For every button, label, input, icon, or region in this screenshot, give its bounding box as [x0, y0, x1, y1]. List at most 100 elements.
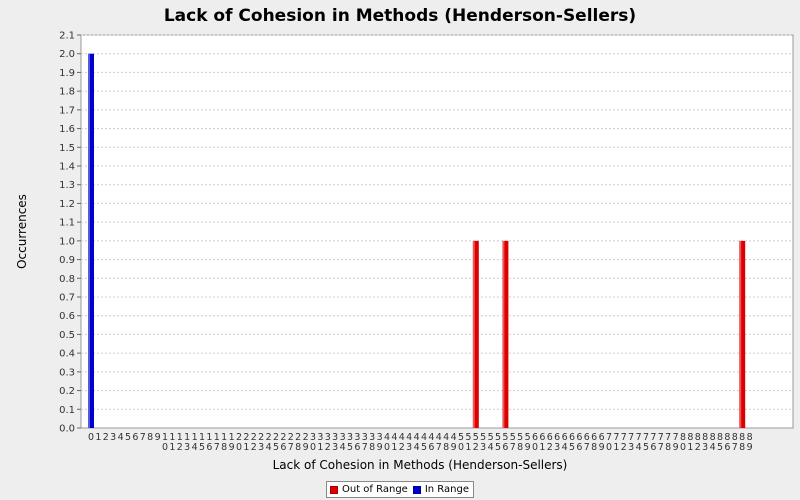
- x-tick-label: 5: [125, 432, 131, 443]
- y-tick-label: 2.1: [59, 31, 75, 42]
- svg-text:7: 7: [658, 442, 664, 453]
- svg-text:3: 3: [332, 432, 338, 443]
- svg-text:3: 3: [110, 432, 116, 443]
- x-tick-label: 33: [332, 432, 338, 453]
- svg-text:3: 3: [184, 442, 190, 453]
- x-tick-label: 27: [288, 432, 294, 453]
- legend-item: In Range: [412, 484, 469, 495]
- x-tick-label: 53: [480, 432, 486, 453]
- x-tick-label: 55: [495, 432, 501, 453]
- x-tick-label: 78: [665, 432, 671, 453]
- x-tick-label: 64: [562, 432, 568, 453]
- svg-text:1: 1: [317, 442, 323, 453]
- svg-text:1: 1: [687, 442, 693, 453]
- y-tick-label: 0.6: [59, 311, 75, 322]
- svg-text:5: 5: [458, 432, 464, 443]
- svg-text:2: 2: [266, 432, 272, 443]
- svg-text:4: 4: [436, 432, 442, 443]
- svg-text:5: 5: [717, 442, 723, 453]
- svg-text:5: 5: [480, 432, 486, 443]
- svg-text:3: 3: [317, 432, 323, 443]
- svg-text:5: 5: [517, 432, 523, 443]
- svg-text:4: 4: [562, 442, 568, 453]
- x-tick-label: 52: [473, 432, 479, 453]
- svg-text:2: 2: [251, 442, 257, 453]
- svg-text:0: 0: [162, 442, 168, 453]
- x-tick-label: 6: [132, 432, 138, 443]
- svg-text:5: 5: [199, 442, 205, 453]
- svg-text:1: 1: [539, 442, 545, 453]
- svg-text:2: 2: [177, 442, 183, 453]
- svg-text:0: 0: [236, 442, 242, 453]
- svg-text:3: 3: [332, 442, 338, 453]
- svg-text:8: 8: [724, 432, 730, 443]
- x-tick-label: 48: [443, 432, 449, 453]
- x-tick-label: 17: [214, 432, 220, 453]
- svg-text:6: 6: [576, 432, 582, 443]
- svg-text:7: 7: [606, 432, 612, 443]
- legend-label: In Range: [424, 484, 469, 495]
- y-tick-label: 1.4: [59, 162, 75, 173]
- svg-text:5: 5: [569, 442, 575, 453]
- x-tick-label: 25: [273, 432, 279, 453]
- svg-text:1: 1: [184, 432, 190, 443]
- svg-text:2: 2: [399, 442, 405, 453]
- svg-text:3: 3: [347, 432, 353, 443]
- svg-text:3: 3: [340, 432, 346, 443]
- svg-text:1: 1: [199, 432, 205, 443]
- svg-text:9: 9: [229, 442, 235, 453]
- x-tick-label: 11: [169, 432, 175, 453]
- x-tick-label: 87: [732, 432, 738, 453]
- x-tick-label: 67: [584, 432, 590, 453]
- y-tick-label: 1.6: [59, 124, 75, 135]
- legend-label: Out of Range: [342, 484, 408, 495]
- bars: [88, 53, 746, 428]
- x-tick-label: 3: [110, 432, 116, 443]
- legend-swatch: [330, 485, 338, 494]
- x-tick-label: 30: [310, 432, 316, 453]
- svg-text:6: 6: [132, 432, 138, 443]
- svg-text:4: 4: [391, 432, 397, 443]
- y-tick-label: 0.2: [59, 386, 75, 397]
- svg-text:9: 9: [525, 442, 531, 453]
- svg-text:5: 5: [495, 432, 501, 443]
- svg-text:2: 2: [547, 442, 553, 453]
- x-tick-label: 54: [488, 432, 494, 453]
- x-tick-label: 63: [554, 432, 560, 453]
- svg-text:8: 8: [747, 432, 753, 443]
- svg-text:6: 6: [724, 442, 730, 453]
- svg-text:8: 8: [732, 432, 738, 443]
- x-tick-label: 26: [280, 432, 286, 453]
- svg-text:6: 6: [584, 432, 590, 443]
- svg-text:6: 6: [532, 432, 538, 443]
- svg-text:1: 1: [221, 432, 227, 443]
- x-tick-label: 34: [340, 432, 346, 453]
- svg-text:1: 1: [243, 442, 249, 453]
- svg-text:7: 7: [673, 432, 679, 443]
- svg-text:1: 1: [391, 442, 397, 453]
- x-tick-label: 36: [354, 432, 360, 453]
- svg-text:8: 8: [739, 442, 745, 453]
- svg-text:2: 2: [325, 442, 331, 453]
- svg-text:6: 6: [591, 432, 597, 443]
- svg-text:1: 1: [169, 442, 175, 453]
- svg-text:4: 4: [710, 442, 716, 453]
- x-tick-label: 65: [569, 432, 575, 453]
- svg-text:2: 2: [473, 442, 479, 453]
- svg-text:9: 9: [451, 442, 457, 453]
- svg-text:8: 8: [710, 432, 716, 443]
- x-tick-label: 45: [421, 432, 427, 453]
- svg-text:5: 5: [488, 432, 494, 443]
- x-tick-label: 85: [717, 432, 723, 453]
- bar: [739, 240, 746, 428]
- x-tick-label: 41: [391, 432, 397, 453]
- svg-text:8: 8: [369, 442, 375, 453]
- x-tick-label: 70: [606, 432, 612, 453]
- x-tick-label: 50: [458, 432, 464, 453]
- svg-text:9: 9: [303, 442, 309, 453]
- x-tick-label: 46: [428, 432, 434, 453]
- svg-text:0: 0: [384, 442, 390, 453]
- svg-text:3: 3: [258, 442, 264, 453]
- svg-text:1: 1: [206, 432, 212, 443]
- gridlines: [81, 34, 793, 410]
